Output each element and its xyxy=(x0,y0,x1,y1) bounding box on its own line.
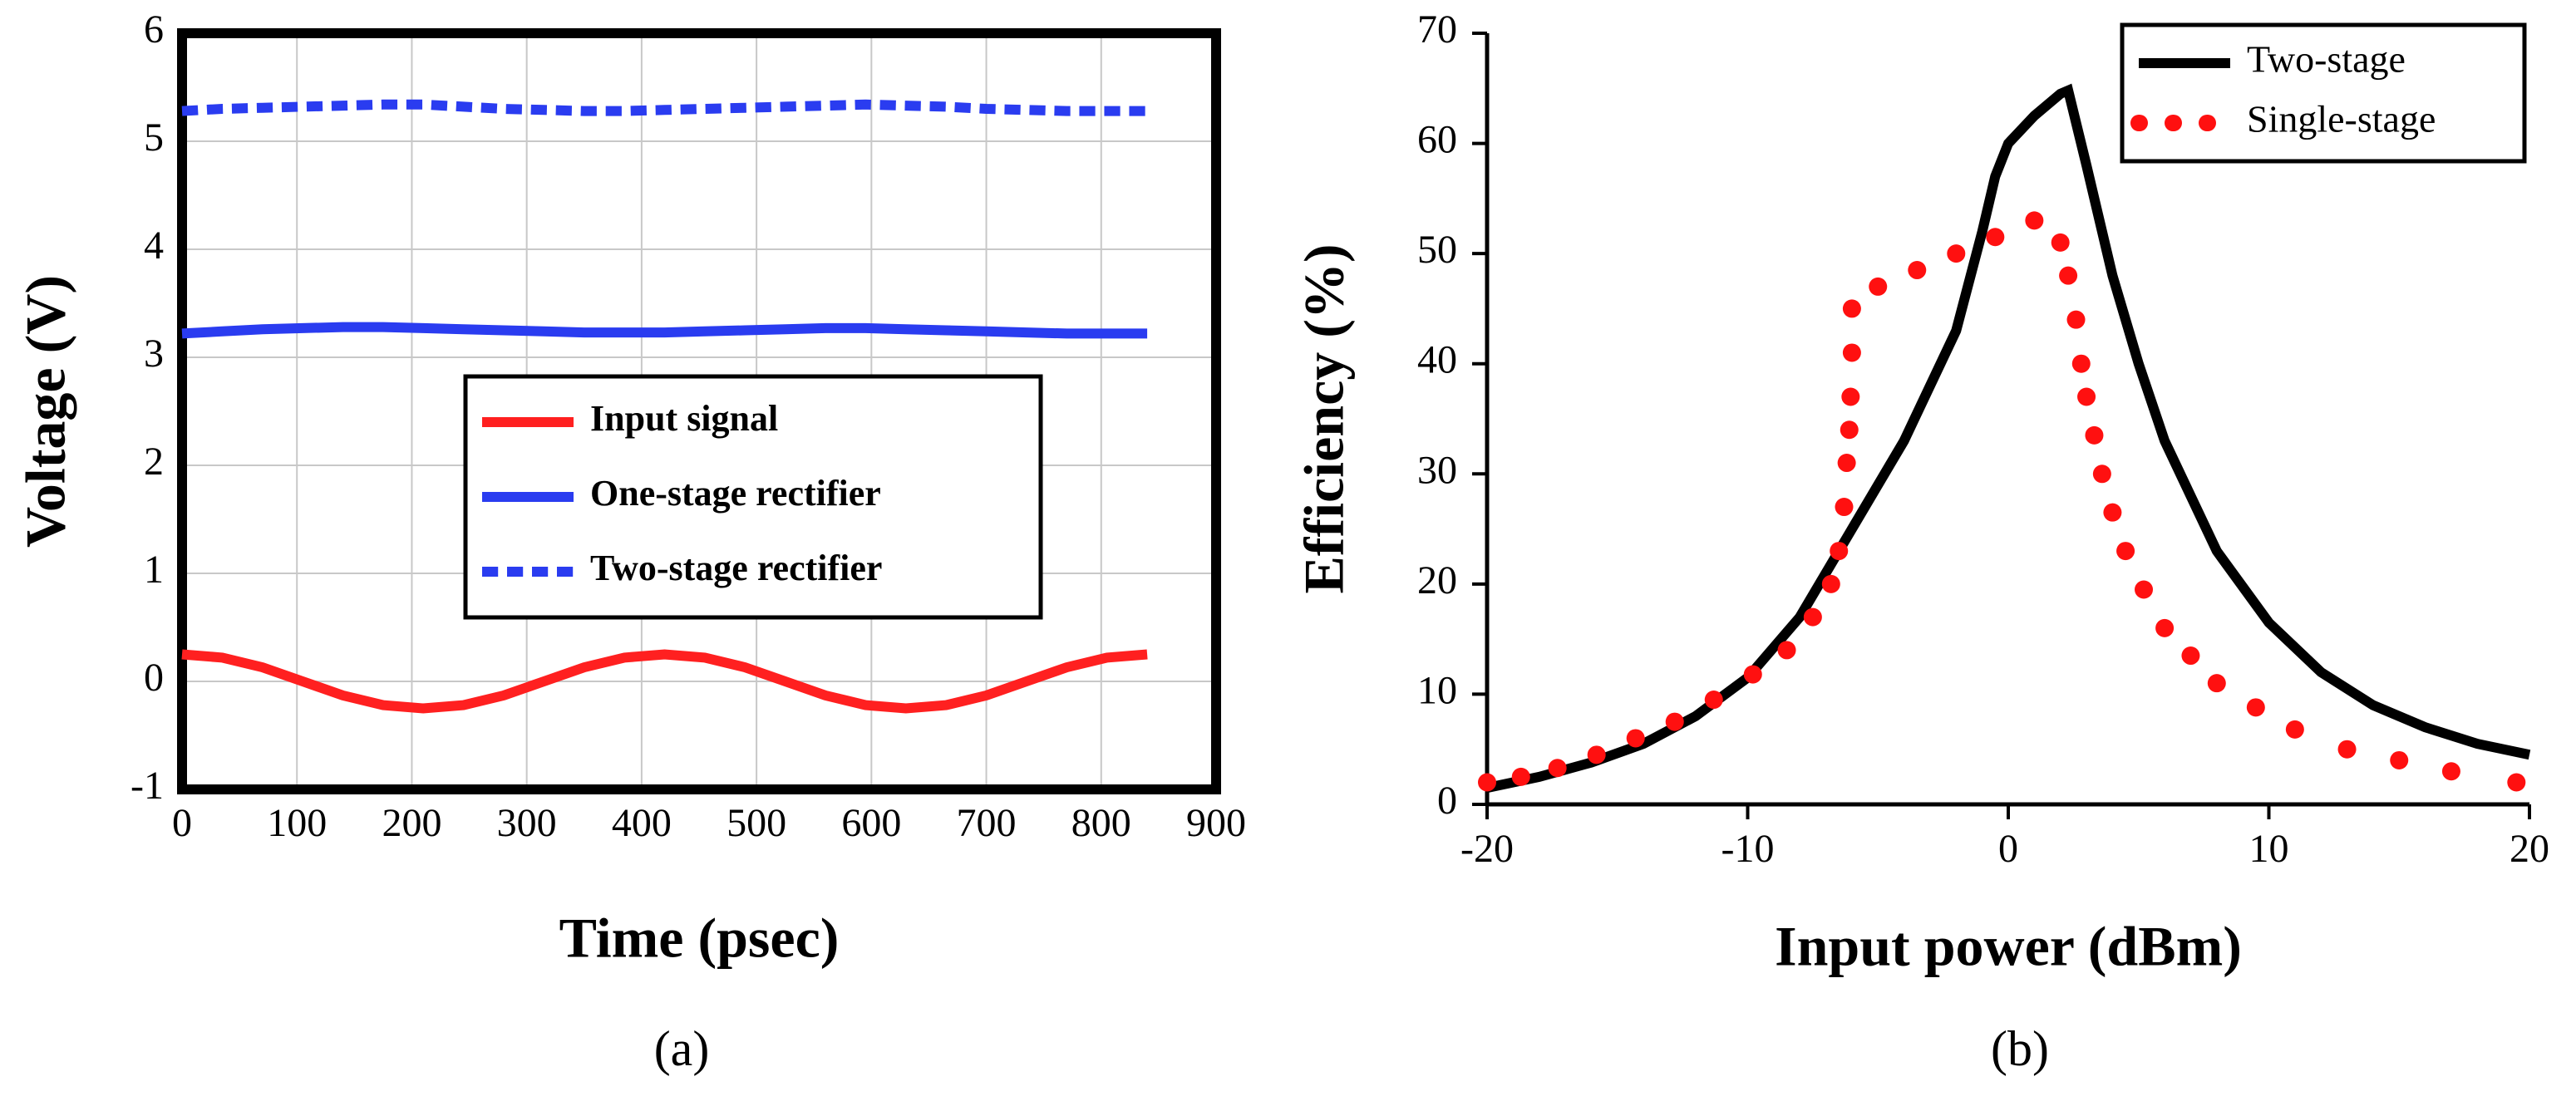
legend-label: Single-stage xyxy=(2247,98,2436,140)
y-tick-label: 5 xyxy=(144,116,164,160)
y-tick-label: 40 xyxy=(1417,338,1457,382)
marker xyxy=(2077,387,2096,406)
marker xyxy=(1835,498,1854,517)
series-line xyxy=(181,322,1148,339)
series-line xyxy=(181,649,1148,714)
chart: -20 -10 0 10 20 0 10 20 30 40 50 60 70 Two-stage Singl… xyxy=(1293,7,2549,1076)
x-tick-label: 500 xyxy=(727,801,786,845)
marker xyxy=(1478,773,1496,792)
plot-frame xyxy=(177,28,1221,794)
y-tick-label: 0 xyxy=(144,656,164,700)
marker xyxy=(1511,767,1530,786)
legend-box xyxy=(2120,22,2527,164)
x-tick-label: 600 xyxy=(841,801,901,845)
y-tick-label: 30 xyxy=(1417,448,1457,492)
y-axis-title: Efficiency (%) xyxy=(1293,243,1356,593)
x-tick-label: 400 xyxy=(612,801,672,845)
marker xyxy=(1908,261,1927,280)
x-tick-label: 0 xyxy=(172,801,192,845)
x-tick-label: 900 xyxy=(1186,801,1246,845)
marker xyxy=(2066,310,2086,329)
marker xyxy=(1665,712,1684,731)
y-tick-label: 1 xyxy=(144,548,164,592)
caption: (b) xyxy=(1991,1021,2049,1076)
y-tick-label: 20 xyxy=(1417,558,1457,602)
caption: (a) xyxy=(654,1021,710,1076)
y-tick-label: 3 xyxy=(144,332,164,376)
marker xyxy=(1869,277,1888,296)
marker xyxy=(1947,244,1966,263)
marker xyxy=(2207,674,2226,693)
marker xyxy=(1704,691,1723,710)
marker xyxy=(2071,354,2091,373)
x-tick-label: 20 xyxy=(2510,827,2549,871)
marker xyxy=(2116,542,2135,561)
marker xyxy=(2441,762,2460,781)
chart: 0 100 200 300 400 500 600 700 800 900-10123456Inp… xyxy=(14,7,1246,1076)
marker xyxy=(2051,233,2070,252)
marker xyxy=(2155,618,2175,637)
x-tick-label: -20 xyxy=(1460,827,1514,871)
marker xyxy=(1842,299,1861,318)
x-axis-title: Input power (dBm) xyxy=(1775,915,2242,978)
series-line xyxy=(181,99,1148,116)
y-tick-label: 50 xyxy=(1417,228,1457,272)
marker xyxy=(2285,720,2304,739)
series-line xyxy=(1485,83,2531,793)
legend-label: Two-stage rectifier xyxy=(590,548,882,588)
y-tick-label: 2 xyxy=(144,440,164,484)
marker xyxy=(1842,343,1861,362)
marker xyxy=(1548,759,1567,778)
y-tick-label: 70 xyxy=(1417,7,1457,52)
marker xyxy=(1986,228,2005,247)
marker xyxy=(1587,745,1606,764)
x-tick-label: 300 xyxy=(497,801,557,845)
marker xyxy=(2085,425,2104,445)
y-tick-label: 60 xyxy=(1417,118,1457,162)
marker xyxy=(2246,698,2265,717)
y-tick-label: -1 xyxy=(131,764,164,808)
x-tick-label: 10 xyxy=(2249,827,2289,871)
marker xyxy=(2025,211,2044,230)
legend-label: One-stage rectifier xyxy=(590,473,881,514)
x-tick-label: 100 xyxy=(267,801,327,845)
marker xyxy=(1830,542,1849,561)
marker xyxy=(2103,503,2122,522)
x-tick-label: 200 xyxy=(382,801,441,845)
marker xyxy=(1626,729,1645,748)
y-tick-label: 10 xyxy=(1417,668,1457,712)
marker xyxy=(2390,750,2409,769)
marker xyxy=(1777,641,1796,660)
marker xyxy=(2181,646,2200,666)
marker xyxy=(2337,740,2357,759)
y-tick-label: 0 xyxy=(1437,779,1457,823)
y-tick-label: 6 xyxy=(144,7,164,52)
x-tick-label: 800 xyxy=(1071,801,1131,845)
x-tick-label: 0 xyxy=(1998,827,2018,871)
marker xyxy=(2135,580,2154,599)
marker xyxy=(1840,420,1859,440)
marker xyxy=(1841,387,1860,406)
marker xyxy=(2507,773,2526,792)
marker xyxy=(1837,454,1856,473)
marker xyxy=(1821,574,1840,593)
x-tick-label: -10 xyxy=(1721,827,1775,871)
legend-label: Input signal xyxy=(590,398,778,439)
marker xyxy=(1743,665,1762,684)
x-tick-label: 700 xyxy=(957,801,1017,845)
y-tick-label: 4 xyxy=(144,224,164,268)
y-axis-title: Voltage (V) xyxy=(14,275,77,548)
marker xyxy=(1803,607,1822,627)
legend-label: Two-stage xyxy=(2247,38,2406,81)
marker xyxy=(2059,266,2078,285)
marker xyxy=(2092,465,2111,484)
x-axis-title: Time (psec) xyxy=(559,907,840,970)
